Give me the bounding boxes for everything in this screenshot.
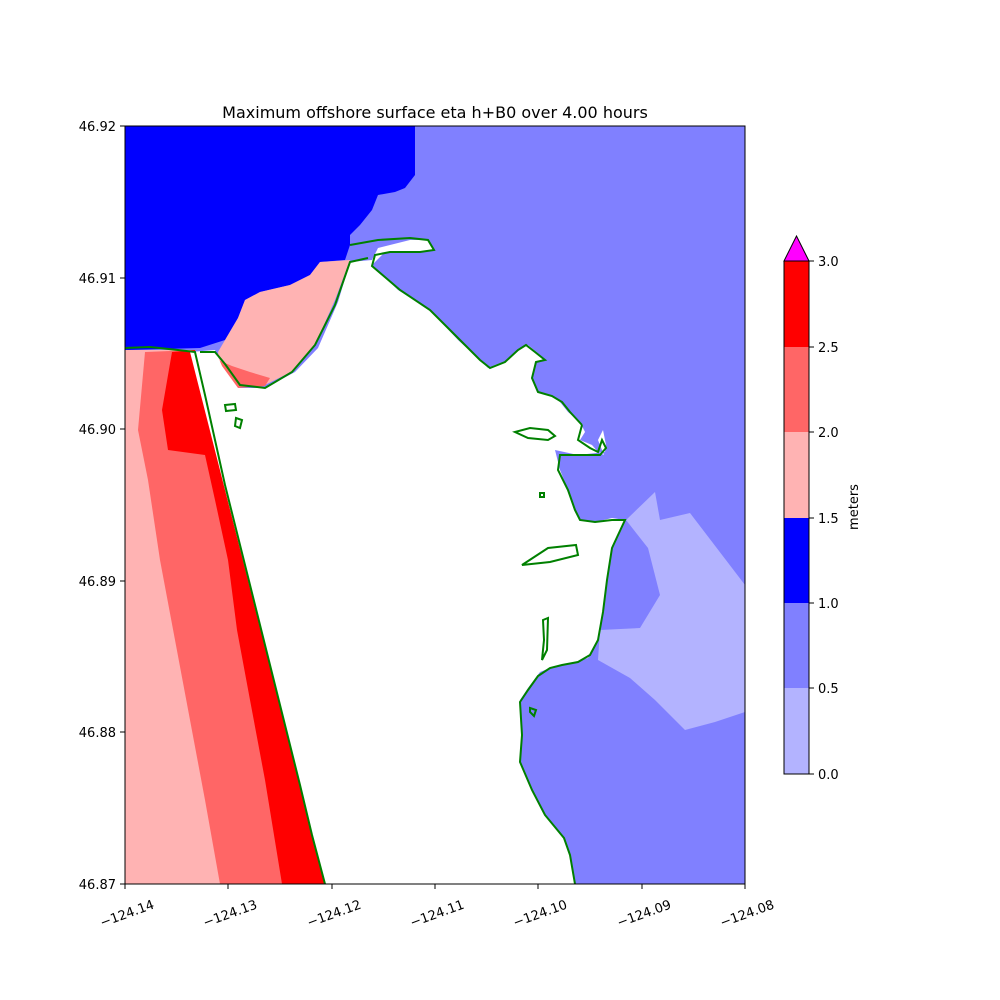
colorbar-tick-label: 2.0 [818, 426, 839, 441]
colorbar-tick-label: 2.5 [818, 341, 839, 356]
y-tick-label: 46.89 [79, 575, 116, 590]
shoreline-east-bay [518, 424, 627, 884]
shoreline-bay-south [200, 257, 369, 390]
shoreline-spit-north [349, 236, 583, 426]
shoreline-island-1 [223, 402, 238, 413]
y-tick-label: 46.90 [79, 423, 116, 438]
x-tick-label: −124.14 [98, 898, 156, 931]
colorbar-level-3 [784, 432, 809, 518]
x-tick-label: −124.10 [511, 898, 569, 931]
shoreline-ocean-coast [125, 345, 326, 884]
colorbar-level-1 [784, 603, 809, 688]
colorbar-level-4 [784, 347, 809, 432]
colorbar-tick-label: 0.5 [818, 682, 839, 697]
x-tick-label: −124.11 [408, 898, 466, 931]
colorbar-level-2 [784, 518, 809, 603]
shoreline-contours [125, 236, 627, 884]
shoreline-islet-5 [529, 706, 538, 718]
shoreline-island-2 [233, 416, 244, 430]
land-peninsula [190, 240, 625, 884]
y-tick-label: 46.88 [79, 726, 116, 741]
colorbar-tick-label: 3.0 [818, 255, 839, 270]
y-tick-label: 46.87 [79, 878, 116, 893]
colorbar-tick-label: 0.0 [818, 768, 839, 783]
y-tick-label: 46.91 [79, 272, 116, 287]
x-tick-label: −124.08 [718, 898, 776, 931]
map-fields [125, 126, 745, 884]
shoreline-channel [521, 543, 580, 566]
field-0.0-0.5 [598, 492, 745, 730]
map-axes: 46.87 46.88 46.89 46.90 46.91 46.92 −124… [79, 120, 777, 931]
shoreline-inlet [512, 426, 557, 442]
y-axis: 46.87 46.88 46.89 46.90 46.91 46.92 [79, 120, 125, 893]
x-axis: −124.14 −124.13 −124.12 −124.11 −124.10 … [98, 884, 776, 931]
field-2.5-3.0-coast [162, 350, 325, 884]
x-tick-label: −124.12 [305, 898, 363, 931]
colorbar-level-0 [784, 688, 809, 774]
colorbar-tick-label: 1.5 [818, 512, 839, 527]
x-tick-label: −124.09 [615, 898, 673, 931]
shoreline-islet-4 [541, 616, 550, 661]
y-tick-label: 46.92 [79, 120, 116, 135]
shoreline-islet-3 [539, 492, 545, 498]
land-mainland-east-2 [595, 520, 612, 555]
colorbar-tick-label: 1.0 [818, 597, 839, 612]
chart-title: Maximum offshore surface eta h+B0 over 4… [222, 103, 648, 122]
field-1.5-2.0-bay [218, 260, 350, 385]
colorbar-level-5 [784, 261, 809, 347]
x-tick-label: −124.13 [201, 898, 259, 931]
colorbar: 0.0 0.5 1.0 1.5 2.0 2.5 3.0 meters [783, 234, 862, 783]
colorbar-extend-max [783, 234, 810, 262]
field-1.0-1.5 [125, 126, 415, 350]
colorbar-label: meters [847, 484, 862, 530]
